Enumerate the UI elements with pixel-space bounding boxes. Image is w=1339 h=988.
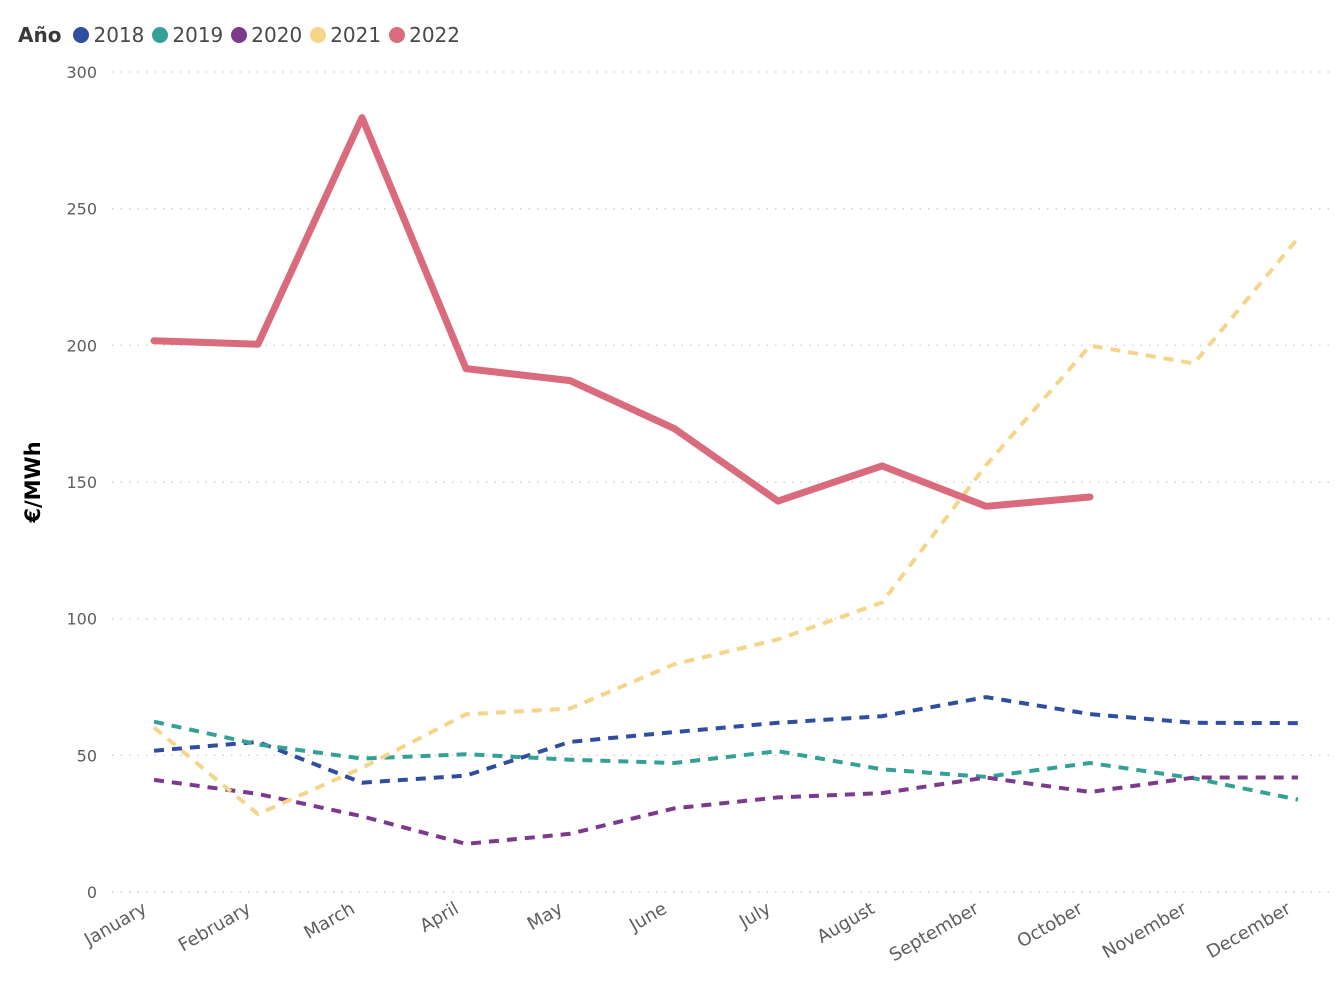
x-tick-label: May	[524, 898, 567, 935]
y-tick-label: 300	[66, 63, 97, 82]
x-tick-label: December	[1203, 898, 1295, 963]
series-line-2019[interactable]	[153, 719, 1299, 802]
legend-item-2021[interactable]: 2021	[310, 23, 381, 47]
series-lines	[150, 114, 1300, 846]
y-tick-label: 0	[87, 883, 97, 902]
y-tick-label: 200	[66, 336, 97, 355]
legend-item-2018[interactable]: 2018	[73, 23, 144, 47]
x-tick-label: January	[80, 898, 151, 951]
gridlines	[112, 71, 1335, 893]
chart-legend: Año 2018 2019 2020 2021 2022	[18, 20, 468, 50]
x-tick-label: April	[416, 898, 462, 937]
legend-marker	[152, 27, 169, 43]
y-tick-label: 250	[66, 200, 97, 219]
y-axis-ticks: 0 50 100 150 200 250 300	[66, 63, 97, 902]
x-axis-ticks: January February March April May June July Augu…	[80, 898, 1295, 966]
series-line-2021[interactable]	[152, 236, 1300, 817]
legend-label: 2018	[93, 23, 145, 47]
legend-label: 2019	[172, 23, 224, 47]
x-tick-label: February	[175, 898, 255, 956]
legend-label: 2020	[251, 23, 303, 47]
x-tick-label: July	[735, 898, 775, 933]
legend-marker	[231, 27, 248, 43]
x-tick-label: November	[1099, 898, 1191, 963]
series-line-2022[interactable]	[150, 114, 1094, 510]
legend-marker	[389, 27, 406, 43]
y-tick-label: 100	[66, 610, 97, 629]
legend-item-2020[interactable]: 2020	[231, 23, 302, 47]
x-tick-label: September	[886, 898, 983, 966]
y-tick-label: 50	[77, 746, 97, 765]
y-tick-label: 150	[66, 473, 97, 492]
y-axis-label: €/MWh	[21, 441, 45, 523]
x-tick-label: March	[300, 898, 358, 944]
legend-marker	[73, 27, 90, 43]
legend-label: 2022	[409, 23, 460, 47]
legend-item-2022[interactable]: 2022	[389, 23, 460, 47]
legend-marker	[310, 27, 327, 43]
x-tick-label: October	[1014, 898, 1087, 953]
series-line-2020[interactable]	[153, 775, 1298, 846]
x-tick-label: August	[813, 898, 878, 948]
legend-title: Año	[18, 23, 62, 47]
legend-item-2019[interactable]: 2019	[152, 23, 223, 47]
legend-label: 2021	[330, 23, 382, 47]
x-tick-label: June	[625, 898, 670, 936]
